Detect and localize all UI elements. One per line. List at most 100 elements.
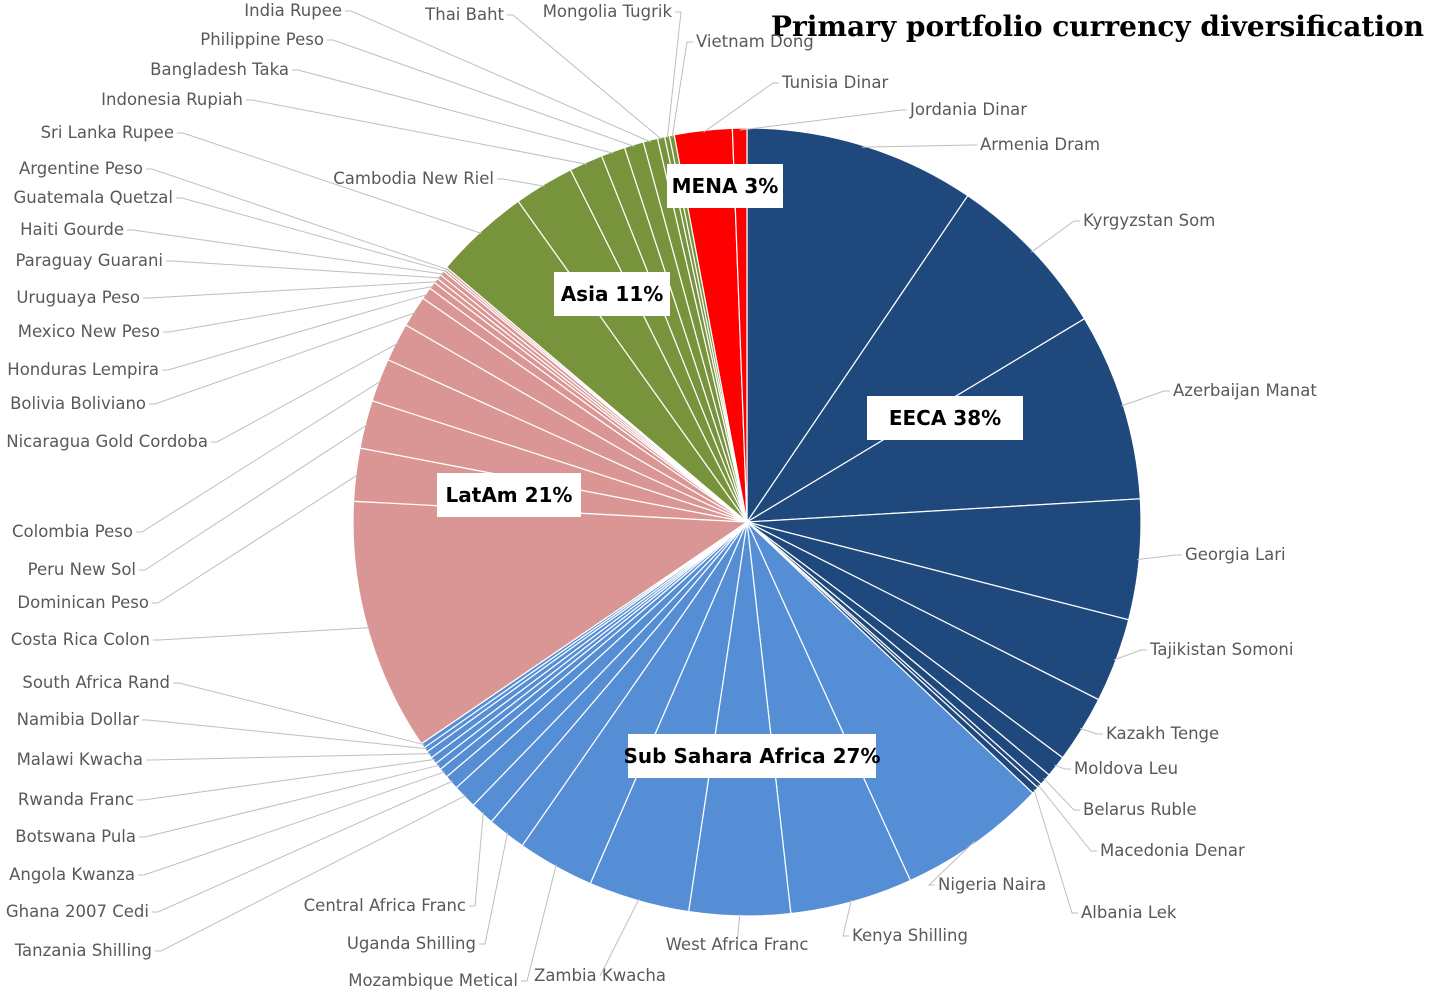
leader-line [143, 281, 438, 299]
leader-line [139, 424, 368, 571]
leader-line [1033, 788, 1078, 914]
leader-line [927, 840, 976, 886]
slice-label: Bolivia Boliviano [10, 394, 146, 413]
region-label: LatAm 21% [446, 483, 573, 507]
leader-line [842, 899, 852, 937]
pie-slices [352, 127, 1142, 917]
slice-label: Costa Rica Colon [11, 630, 150, 649]
slice-label: Tunisia Dinar [781, 73, 888, 92]
slice-label: Nicaragua Gold Cordoba [6, 432, 208, 451]
slice-label: Belarus Ruble [1083, 800, 1197, 819]
leader-line [138, 771, 446, 876]
slice-label: Nigeria Naira [938, 875, 1046, 894]
slice-label: Malawi Kwacha [17, 750, 143, 769]
leader-line [166, 260, 441, 279]
slice-label: Honduras Lempira [7, 360, 159, 379]
slice-label: Sri Lanka Rupee [41, 123, 174, 142]
leader-line [152, 474, 359, 604]
leader-line [162, 293, 429, 371]
slice-label: Uganda Shilling [347, 934, 476, 953]
leader-line [146, 168, 448, 270]
leader-line [345, 10, 652, 143]
leader-line [469, 812, 484, 907]
slice-label: Haiti Gourde [20, 220, 124, 239]
region-label-box [867, 396, 1023, 440]
leader-line [149, 312, 416, 405]
slice-label: Uruguaya Peso [16, 288, 140, 307]
leader-line [507, 14, 662, 140]
slice-label: Thai Baht [424, 5, 504, 24]
leader-line [671, 41, 693, 138]
pie-slice [746, 521, 1034, 882]
region-label: Asia 11% [561, 282, 664, 306]
slice-label: Kazakh Tenge [1106, 724, 1219, 743]
leader-line [739, 109, 907, 131]
slice-label: Vietnam Dong [696, 32, 814, 51]
leader-line [153, 627, 370, 641]
slice-label: Mongolia Tugrik [543, 2, 673, 21]
region-label: EECA 38% [889, 406, 1001, 430]
slice-label: Armenia Dram [980, 135, 1100, 154]
leader-line [177, 132, 482, 234]
leader-line [1031, 220, 1080, 253]
slice-label: Albania Lek [1081, 903, 1177, 922]
leader-line [1037, 784, 1097, 852]
leader-line [176, 197, 446, 272]
leader-line [497, 178, 545, 187]
pie-slice [746, 127, 969, 524]
region-label: MENA 3% [672, 174, 779, 198]
region-labels: EECA 38% Sub Sahara Africa 27% LatAm 21% As… [437, 164, 1023, 778]
leader-line [666, 11, 682, 139]
leader-line [155, 794, 467, 952]
leader-line [139, 764, 440, 838]
leader-line [1121, 390, 1170, 407]
leader-line [173, 682, 425, 746]
slice-label: Tajikistan Somoni [1149, 640, 1293, 659]
slice-label: Moldova Leu [1074, 759, 1178, 778]
slice-label: Peru New Sol [28, 560, 136, 579]
slice-label: Botswana Pula [15, 827, 136, 846]
slice-label: Rwanda Franc [18, 790, 134, 809]
leader-line [146, 753, 431, 761]
slice-label: West Africa Franc [666, 935, 809, 954]
region-label-box [628, 734, 876, 778]
region-label-box [437, 473, 581, 517]
leader-line [211, 342, 399, 443]
slice-label: Philippine Peso [200, 30, 324, 49]
pie-slice [731, 127, 748, 523]
leader-line [137, 758, 436, 801]
slice-label: Ghana 2007 Cedi [6, 902, 149, 921]
region-label: Sub Sahara Africa 27% [624, 744, 881, 768]
region-label-box [554, 272, 670, 316]
slice-label: Cambodia New Riel [333, 169, 494, 188]
leader-line [736, 913, 741, 946]
leader-line [246, 99, 587, 165]
slice-label: Paraguay Guarani [15, 251, 163, 270]
leader-line [127, 229, 444, 275]
leader-line [327, 39, 635, 147]
leader-line [292, 69, 614, 154]
slice-label: India Rupee [244, 1, 342, 20]
leader-line [163, 286, 434, 333]
slice-label: Colombia Peso [12, 522, 133, 541]
leader-line [521, 864, 557, 982]
slice-label: Azerbaijan Manat [1173, 381, 1317, 400]
slice-label: Kenya Shilling [852, 926, 968, 945]
slice-label: Kyrgyzstan Som [1083, 211, 1215, 230]
leader-line [1080, 727, 1103, 735]
leader-line [152, 780, 454, 913]
slice-label: Guatemala Quetzal [13, 188, 173, 207]
slice-label: Angola Kwanza [9, 865, 135, 884]
leader-lines [127, 10, 1182, 982]
leader-line [1113, 649, 1147, 661]
leader-line [142, 719, 428, 750]
slice-label: Bangladesh Taka [150, 60, 289, 79]
region-label-box [667, 164, 783, 208]
slice-label: Tanzania Shilling [14, 941, 152, 960]
slice-label: Indonesia Rupiah [101, 90, 243, 109]
leader-line [479, 832, 509, 945]
leader-line [1137, 554, 1182, 561]
leader-line [136, 380, 382, 533]
slice-labels: Armenia Dram Kyrgyzstan Som Azerbaijan Man… [6, 1, 1318, 990]
